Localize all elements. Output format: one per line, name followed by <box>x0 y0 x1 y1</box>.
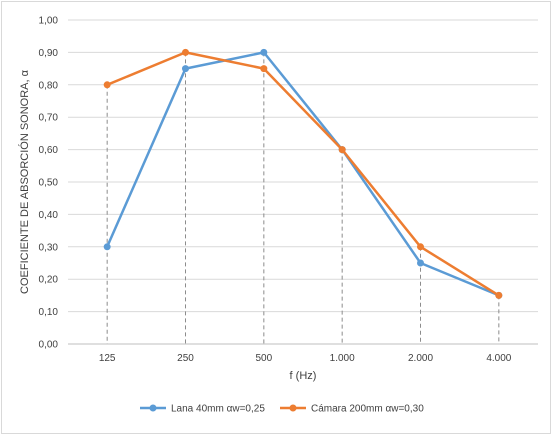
legend-label: Lana 40mm αw=0,25 <box>171 404 265 415</box>
y-tick-label: 0,20 <box>39 275 59 286</box>
data-point <box>182 65 189 73</box>
data-point <box>417 259 424 267</box>
y-tick-labels: 0,00 0,10 0,20 0,30 0,40 0,50 0,60 0,70 0,80 0,90… <box>39 16 59 351</box>
series-layer <box>103 48 503 299</box>
legend-marker <box>149 404 157 412</box>
y-tick-label: 0,00 <box>39 340 59 351</box>
legend: Lana 40mm αw=0,25 Cámara 200mm αw=0,30 <box>140 404 424 415</box>
gridlines <box>68 19 538 345</box>
data-point <box>495 291 503 299</box>
series-line-1 <box>106 51 500 297</box>
y-tick-label: 0,70 <box>39 113 59 124</box>
drop-lines <box>106 52 500 344</box>
y-tick-label: 1,00 <box>39 16 59 27</box>
y-tick-label: 0,40 <box>39 210 59 221</box>
legend-label: Cámara 200mm αw=0,30 <box>311 404 424 415</box>
x-tick-label: 2.000 <box>408 353 433 364</box>
x-tick-label: 500 <box>255 353 272 364</box>
x-tick-label: 4.000 <box>486 353 511 364</box>
y-axis-title: COEFICIENTE DE ABSORCIÓN SONORA, α <box>18 69 31 294</box>
x-tick-label: 1.000 <box>330 353 355 364</box>
data-point <box>260 65 268 73</box>
x-tick-label: 250 <box>177 353 194 364</box>
data-point <box>103 243 111 251</box>
data-point <box>338 146 346 154</box>
data-point <box>182 48 189 56</box>
legend-marker <box>289 404 297 412</box>
y-tick-label: 0,10 <box>39 307 59 318</box>
data-point <box>417 243 424 251</box>
x-tick-labels: 125 250 500 1.000 2.000 4.000 <box>99 353 512 364</box>
y-tick-label: 0,50 <box>39 178 59 189</box>
y-tick-label: 0,60 <box>39 145 59 156</box>
data-point <box>103 81 111 89</box>
y-tick-label: 0,90 <box>39 48 59 59</box>
series-line-2 <box>106 51 500 297</box>
x-tick-label: 125 <box>99 353 116 364</box>
data-point <box>260 48 268 56</box>
y-tick-label: 0,80 <box>39 80 59 91</box>
x-axis-title: f (Hz) <box>290 370 317 382</box>
y-tick-label: 0,30 <box>39 242 59 253</box>
